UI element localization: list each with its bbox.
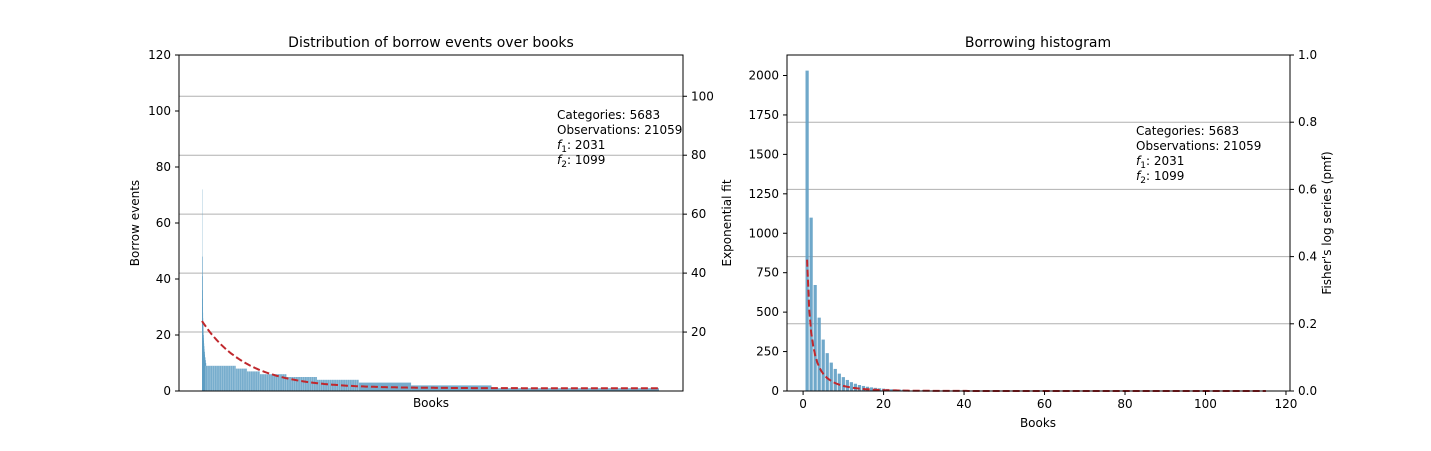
right-annot-observations: Observations: 21059 bbox=[1136, 139, 1261, 153]
left-annotation: Categories: 5683 Observations: 21059 f1:… bbox=[557, 108, 682, 170]
right-bar bbox=[838, 374, 841, 391]
right-x-tick-label: 0 bbox=[799, 397, 807, 411]
left-annot-observations: Observations: 21059 bbox=[557, 123, 682, 137]
right-y-tick-label: 1000 bbox=[748, 226, 779, 240]
right-y-tick-label: 2000 bbox=[748, 69, 779, 83]
right-annot-f2: f2: 1099 bbox=[1136, 169, 1184, 186]
right-annot-categories: Categories: 5683 bbox=[1136, 124, 1239, 138]
left-y-tick-label: 20 bbox=[156, 328, 171, 342]
right-x-ticks: 0 20 40 60 80 100 120 bbox=[799, 391, 1297, 411]
right-bar bbox=[834, 369, 837, 391]
right-chart-title: Borrowing histogram bbox=[965, 35, 1111, 51]
right-bars bbox=[806, 71, 1095, 391]
left-right-y-ticks: 20 40 60 80 100 bbox=[683, 89, 714, 339]
right-right-y-tick-label: 0.4 bbox=[1298, 250, 1317, 264]
right-right-y-ticks: 0.0 0.2 0.4 0.6 0.8 1.0 bbox=[1290, 48, 1317, 398]
right-bar bbox=[806, 71, 809, 391]
right-y-ticks: 0 250 500 750 1000 1250 1500 1750 2000 bbox=[748, 69, 787, 398]
right-x-tick-label: 40 bbox=[956, 397, 971, 411]
left-annot-categories: Categories: 5683 bbox=[557, 108, 660, 122]
right-x-axis-label: Books bbox=[1020, 416, 1056, 430]
left-y-tick-label: 40 bbox=[156, 272, 171, 286]
left-chart-title: Distribution of borrow events over books bbox=[288, 35, 574, 51]
right-y-tick-label: 500 bbox=[756, 305, 779, 319]
right-bar bbox=[814, 285, 817, 391]
left-y-axis-label: Borrow events bbox=[128, 180, 142, 266]
left-y-tick-label: 80 bbox=[156, 160, 171, 174]
right-bar bbox=[818, 318, 821, 391]
right-x-tick-label: 80 bbox=[1117, 397, 1132, 411]
left-chart: 0 20 40 60 80 100 120 20 40 60 80 100 Distribution… bbox=[128, 35, 734, 410]
right-y-tick-label: 0 bbox=[771, 384, 779, 398]
right-right-y-axis-label: Fisher's log series (pmf) bbox=[1320, 151, 1334, 294]
right-bar bbox=[846, 380, 849, 391]
right-bar bbox=[810, 218, 813, 391]
left-y-tick-label: 60 bbox=[156, 216, 171, 230]
right-bar bbox=[842, 377, 845, 391]
left-x-axis-label: Books bbox=[413, 396, 449, 410]
left-y-tick-label: 120 bbox=[148, 48, 171, 62]
right-y-tick-label: 1250 bbox=[748, 187, 779, 201]
right-bar bbox=[870, 387, 873, 391]
right-right-y-tick-label: 0.6 bbox=[1298, 182, 1317, 196]
left-right-y-tick-label: 60 bbox=[691, 207, 706, 221]
left-right-y-tick-label: 20 bbox=[691, 325, 706, 339]
right-x-tick-label: 100 bbox=[1194, 397, 1217, 411]
right-plot-frame bbox=[787, 55, 1290, 391]
right-x-tick-label: 20 bbox=[876, 397, 891, 411]
right-y-tick-label: 250 bbox=[756, 345, 779, 359]
left-bars bbox=[202, 189, 659, 391]
right-bar bbox=[830, 363, 833, 391]
right-x-tick-label: 60 bbox=[1037, 397, 1052, 411]
right-right-y-tick-label: 0.8 bbox=[1298, 115, 1317, 129]
right-y-tick-label: 1500 bbox=[748, 147, 779, 161]
left-plot-frame bbox=[179, 55, 683, 391]
left-right-y-tick-label: 80 bbox=[691, 148, 706, 162]
left-right-y-tick-label: 100 bbox=[691, 89, 714, 103]
right-bar bbox=[826, 353, 829, 391]
left-right-y-axis-label: Exponential fit bbox=[720, 179, 734, 266]
right-right-y-tick-label: 0.0 bbox=[1298, 384, 1317, 398]
right-right-y-tick-label: 0.2 bbox=[1298, 317, 1317, 331]
left-y-tick-label: 0 bbox=[163, 384, 171, 398]
right-fisher-log-series-line bbox=[807, 260, 1266, 391]
left-bar-block bbox=[247, 371, 260, 391]
left-y-ticks: 0 20 40 60 80 100 120 bbox=[148, 48, 179, 398]
right-bar bbox=[850, 382, 853, 391]
right-bar bbox=[822, 340, 825, 391]
right-right-y-tick-label: 1.0 bbox=[1298, 48, 1317, 62]
right-annotation: Categories: 5683 Observations: 21059 f1:… bbox=[1136, 124, 1261, 186]
right-x-tick-label: 120 bbox=[1275, 397, 1298, 411]
left-right-y-tick-label: 40 bbox=[691, 266, 706, 280]
right-y-tick-label: 750 bbox=[756, 266, 779, 280]
left-y-tick-label: 100 bbox=[148, 104, 171, 118]
right-y-tick-label: 1750 bbox=[748, 108, 779, 122]
